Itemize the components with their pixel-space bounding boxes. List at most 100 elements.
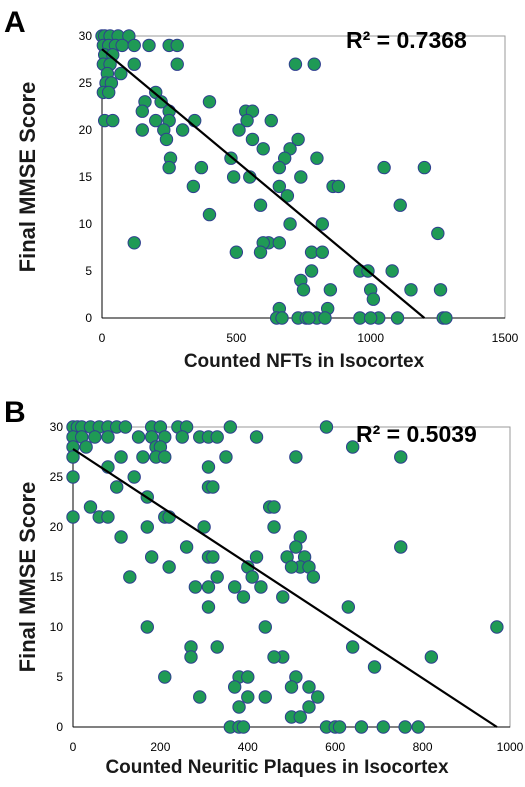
- data-point: [136, 450, 150, 464]
- data-point: [135, 104, 150, 118]
- y-axis-title-a: Final MMSE Score: [15, 82, 40, 273]
- data-point: [140, 520, 154, 534]
- data-point: [66, 470, 80, 484]
- data-point: [175, 123, 190, 137]
- data-point: [101, 430, 115, 444]
- data-point: [366, 292, 381, 306]
- data-point: [284, 680, 299, 694]
- data-point: [202, 95, 217, 109]
- data-point: [302, 311, 316, 325]
- x-tick-label: 0: [70, 740, 77, 754]
- data-point: [307, 57, 321, 71]
- data-point: [106, 113, 120, 128]
- data-point: [158, 450, 172, 464]
- x-tick-labels-b: 0 200 400 600 800 1000: [70, 740, 524, 754]
- data-point: [127, 57, 141, 71]
- data-point: [123, 570, 137, 584]
- data-point: [272, 236, 287, 250]
- data-point: [289, 450, 303, 464]
- data-point: [283, 217, 297, 231]
- data-point: [127, 236, 141, 250]
- x-tick-label: 1000: [357, 331, 384, 345]
- data-point: [202, 207, 217, 222]
- y-tick-labels-a: 0 5 10 15 20 25 30: [79, 29, 93, 325]
- data-point: [229, 245, 244, 259]
- y-tick-label: 30: [50, 420, 64, 434]
- data-point: [232, 700, 246, 714]
- data-point: [376, 720, 390, 734]
- data-point: [162, 560, 176, 574]
- data-point: [264, 113, 278, 128]
- data-point: [201, 600, 216, 614]
- data-point: [66, 510, 80, 524]
- data-point: [345, 640, 360, 654]
- panel-label-b: B: [4, 396, 26, 429]
- data-point: [187, 113, 202, 128]
- data-point: [236, 720, 251, 734]
- data-point: [417, 160, 432, 175]
- data-point: [140, 620, 154, 634]
- data-point: [101, 510, 115, 524]
- data-point: [114, 66, 128, 81]
- data-point: [385, 264, 399, 278]
- data-point: [311, 690, 325, 704]
- data-point: [210, 430, 224, 444]
- data-point: [431, 226, 445, 241]
- data-point: [256, 142, 270, 156]
- data-point: [149, 113, 163, 128]
- data-points-a: [95, 29, 453, 325]
- data-point: [302, 700, 316, 714]
- data-point: [131, 430, 146, 444]
- data-point: [193, 690, 207, 704]
- data-point: [332, 720, 347, 734]
- data-point: [291, 132, 305, 147]
- data-point: [159, 132, 174, 147]
- data-point: [79, 440, 93, 454]
- data-point: [398, 720, 412, 734]
- data-point: [267, 520, 281, 534]
- data-point: [310, 151, 324, 165]
- r-squared-label-a: R² = 0.7368: [346, 27, 467, 53]
- data-point: [275, 311, 289, 325]
- data-point: [439, 311, 453, 325]
- data-point: [201, 580, 216, 594]
- data-point: [319, 420, 334, 434]
- data-point: [102, 85, 116, 100]
- data-point: [306, 570, 321, 584]
- y-axis-title-b: Final MMSE Score: [15, 482, 40, 673]
- data-point: [315, 245, 330, 259]
- data-point: [175, 430, 189, 444]
- data-point: [170, 57, 184, 71]
- y-tick-label: 20: [79, 123, 93, 137]
- data-point: [393, 198, 407, 212]
- y-tick-label: 25: [50, 470, 64, 484]
- data-point: [194, 160, 209, 175]
- data-point: [394, 450, 408, 464]
- x-axis-title-a: Counted NFTs in Isocortex: [184, 351, 425, 372]
- x-tick-label: 800: [413, 740, 433, 754]
- data-point: [258, 620, 272, 634]
- data-point: [114, 450, 128, 464]
- data-point: [88, 430, 102, 444]
- data-point: [302, 680, 316, 694]
- data-point: [135, 123, 150, 137]
- data-point: [394, 540, 408, 554]
- x-tick-label: 600: [325, 740, 345, 754]
- data-point: [304, 264, 319, 278]
- y-tick-label: 10: [50, 620, 64, 634]
- y-tick-label: 5: [56, 670, 63, 684]
- data-point: [276, 590, 290, 604]
- y-tick-label: 25: [79, 76, 93, 90]
- x-tick-label: 0: [99, 331, 106, 345]
- data-point: [404, 283, 418, 297]
- data-point: [267, 500, 281, 514]
- y-tick-label: 0: [85, 311, 92, 325]
- y-tick-label: 30: [79, 29, 93, 43]
- data-point: [323, 283, 338, 297]
- data-point: [249, 550, 264, 564]
- x-tick-label: 200: [150, 740, 170, 754]
- data-point: [186, 179, 201, 194]
- data-point: [144, 550, 159, 564]
